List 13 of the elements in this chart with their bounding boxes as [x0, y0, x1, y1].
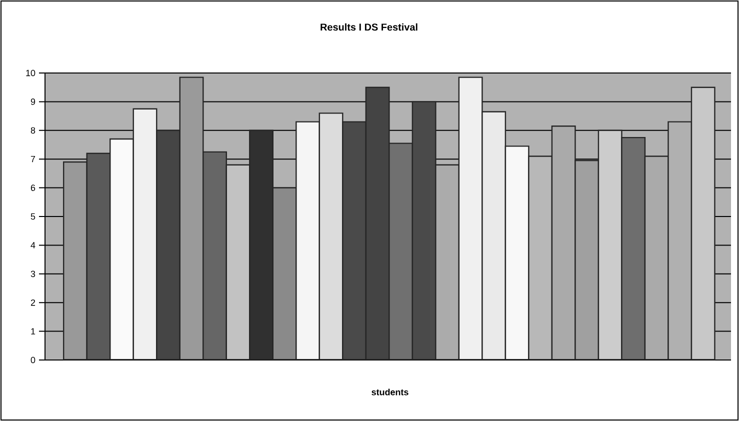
y-tick-label: 10: [26, 70, 36, 76]
y-tick-label: 5: [30, 213, 36, 220]
y-tick-label: 3: [30, 270, 36, 278]
chart-title: Results I DS Festival: [320, 23, 418, 31]
y-tick-label: 6: [30, 184, 36, 191]
y-tick-label: 0: [30, 356, 36, 364]
x-axis-title: students: [372, 388, 408, 396]
y-tick-label: 4: [30, 242, 36, 248]
y-tick-label: 9: [30, 98, 36, 105]
y-tick-label: 1: [31, 328, 36, 334]
y-tick-label: 8: [30, 127, 36, 134]
y-tick-label: 7: [30, 156, 36, 162]
y-tick-label: 2: [30, 299, 36, 306]
